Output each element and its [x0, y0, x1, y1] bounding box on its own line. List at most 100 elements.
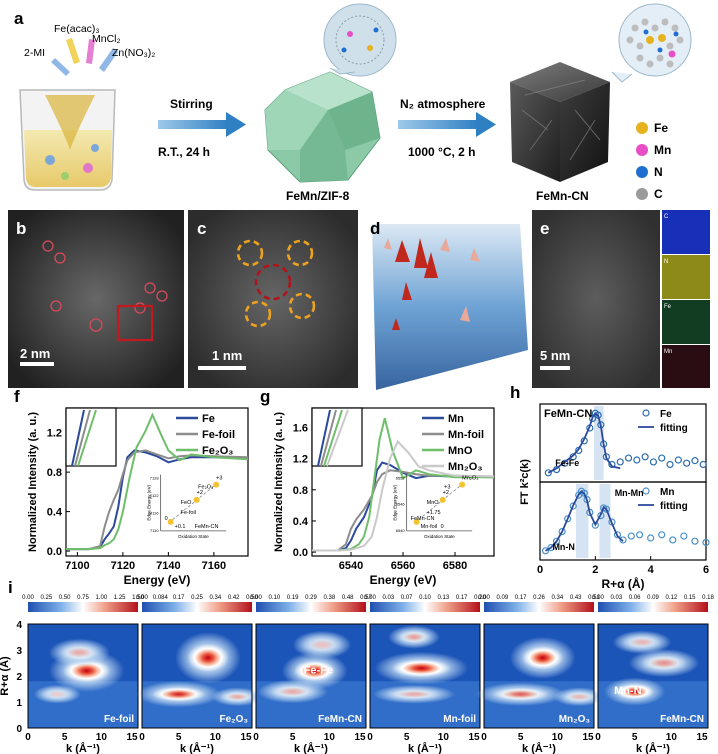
colorbar-tick: 1.50 — [132, 595, 144, 601]
y-tick-label: 3 — [16, 646, 22, 657]
inset-annotation: +0.1 — [175, 524, 186, 530]
inset-trend — [168, 482, 219, 524]
wt-map-4: 0.00 0.09 0.17 0.26 0.34 0.43 0.51 Mn₂O₃ 0 5 10 15 k… — [476, 595, 606, 754]
fit-line — [547, 411, 621, 474]
colorbar-tick: 0.18 — [702, 595, 714, 601]
panel-f-xanes-fe: f 7100 7120 7140 7160 0.0 0.4 0.8 1.2 Energy (eV)… — [14, 387, 249, 587]
y-tick-label: 0 — [16, 724, 22, 735]
y-axis-label: Normalized Intensity (a. u.) — [27, 412, 39, 552]
legend-fe-label: Fe — [654, 121, 668, 135]
map-c — [662, 210, 710, 254]
x-tick-label: 15 — [582, 732, 594, 743]
x-tick-label: 10 — [666, 732, 678, 743]
data-marker — [564, 515, 572, 523]
plot-frame — [65, 407, 249, 557]
wt-spot — [615, 683, 654, 700]
colorbar-tick: 0.00 — [478, 595, 490, 601]
legend-label: fitting — [660, 423, 688, 434]
x-tick-label: 6580 — [443, 560, 467, 572]
map-label-fe: Fe — [664, 304, 672, 310]
y-axis-label: FT k²c(k) — [519, 459, 531, 505]
colorbar-tick: 0.48 — [342, 595, 354, 601]
x-axis-label: k (Å⁻¹) — [636, 742, 670, 754]
y-tick-label: 0.8 — [47, 467, 62, 479]
wt-spot — [42, 689, 72, 700]
colorbar-tick: 0.00 — [136, 595, 148, 601]
y-axis-label: R+α (Å) — [0, 656, 11, 696]
inset-annotation: FeO — [181, 500, 192, 506]
series-line-2 — [66, 412, 249, 551]
y-tick-label: 0.4 — [47, 507, 63, 519]
data-marker — [666, 460, 674, 469]
panel-letter-g: g — [260, 387, 270, 406]
colorbar — [28, 602, 138, 612]
x-axis-label: k (Å⁻¹) — [294, 742, 328, 754]
inset-y-tick-label: 7122 — [150, 493, 160, 498]
data-marker — [558, 527, 566, 536]
colorbar-tick: 0.34 — [209, 595, 221, 601]
zoom-series-1 — [320, 409, 337, 467]
x-tick-label: 5 — [632, 732, 638, 743]
legend-label-2: MnO — [448, 445, 473, 457]
y-tick-label: 1.2 — [47, 428, 62, 440]
map-label: FeMn-CN — [660, 714, 704, 725]
x-tick-label: 5 — [290, 732, 296, 743]
inset-point-3 — [213, 481, 220, 488]
reagent-fe-acac: Fe(acac)₃ — [54, 23, 100, 35]
data-marker — [633, 456, 641, 464]
reagent-mncl2: MnCl₂ — [92, 33, 121, 45]
wt-map-2: 0.00 0.10 0.19 0.29 0.38 0.48 0.57 FeMn-CN Fe-Fe… — [250, 595, 372, 754]
map-inner-label: Fe-Fe — [304, 664, 333, 676]
legend-mn-dot — [636, 144, 648, 156]
x-axis-label: k (Å⁻¹) — [408, 742, 442, 754]
panel-letter-a: a — [14, 9, 24, 28]
legend-label-2: Fe₂O₃ — [202, 445, 233, 457]
map-mn — [662, 345, 710, 388]
legend-mn-label: Mn — [654, 143, 671, 157]
wt-spot — [563, 691, 596, 702]
data-marker — [591, 521, 599, 529]
panel-letter-i: i — [8, 578, 13, 597]
map-label: Fe-foil — [104, 714, 134, 725]
x-tick-label: 15 — [696, 732, 708, 743]
colorbar-tick: 0.43 — [570, 595, 582, 601]
scale-bar-c: 1 nm — [212, 348, 242, 363]
x-tick-label: 0 — [367, 732, 373, 743]
x-tick-label: 15 — [468, 732, 480, 743]
wt-spot — [623, 635, 661, 649]
inset-annotation: FeMn-CN — [411, 516, 435, 522]
x-tick-label: 7120 — [111, 560, 135, 572]
series-line-2 — [312, 417, 494, 552]
x-tick-label: 15 — [354, 732, 366, 743]
zoom-inset — [65, 407, 117, 467]
x-tick-label: 10 — [210, 732, 222, 743]
wt-spot — [522, 646, 564, 670]
inset-y-tick-label: 6540 — [396, 528, 406, 533]
legend-label: Mn — [660, 487, 674, 498]
inset-annotation: Fe-foil — [181, 510, 196, 516]
y-tick-label: 0.0 — [47, 546, 62, 558]
x-tick-label: 7100 — [65, 560, 89, 572]
zoom-series-1 — [74, 409, 91, 467]
data-marker — [619, 536, 627, 544]
x-tick-label: 4 — [648, 564, 655, 576]
panel-letter-d: d — [370, 219, 380, 238]
x-tick-label: 7140 — [156, 560, 180, 572]
sample-title: FeMn-CN — [544, 408, 592, 420]
fit-line — [545, 490, 624, 552]
x-tick-label: 5 — [518, 732, 524, 743]
inset-annotation: FeMn-CN — [195, 524, 219, 530]
reagent-2mi: 2-MI — [24, 47, 45, 59]
inset-annotation: MnO — [427, 500, 440, 506]
colorbar-tick: 0.13 — [437, 595, 449, 601]
colorbar-tick: 0.20 — [474, 595, 486, 601]
step2-atmosphere: N₂ atmosphere — [400, 97, 486, 111]
x-tick-label: 6560 — [391, 560, 415, 572]
data-marker — [658, 531, 666, 539]
fem-cn-cube — [510, 62, 610, 182]
inset-y-tick-label: 7110 — [150, 528, 159, 533]
data-marker — [658, 454, 666, 462]
colorbar-tick: 0.00 — [592, 595, 604, 601]
colorbar-tick: 0.17 — [173, 595, 185, 601]
inset-point-2 — [439, 496, 446, 503]
